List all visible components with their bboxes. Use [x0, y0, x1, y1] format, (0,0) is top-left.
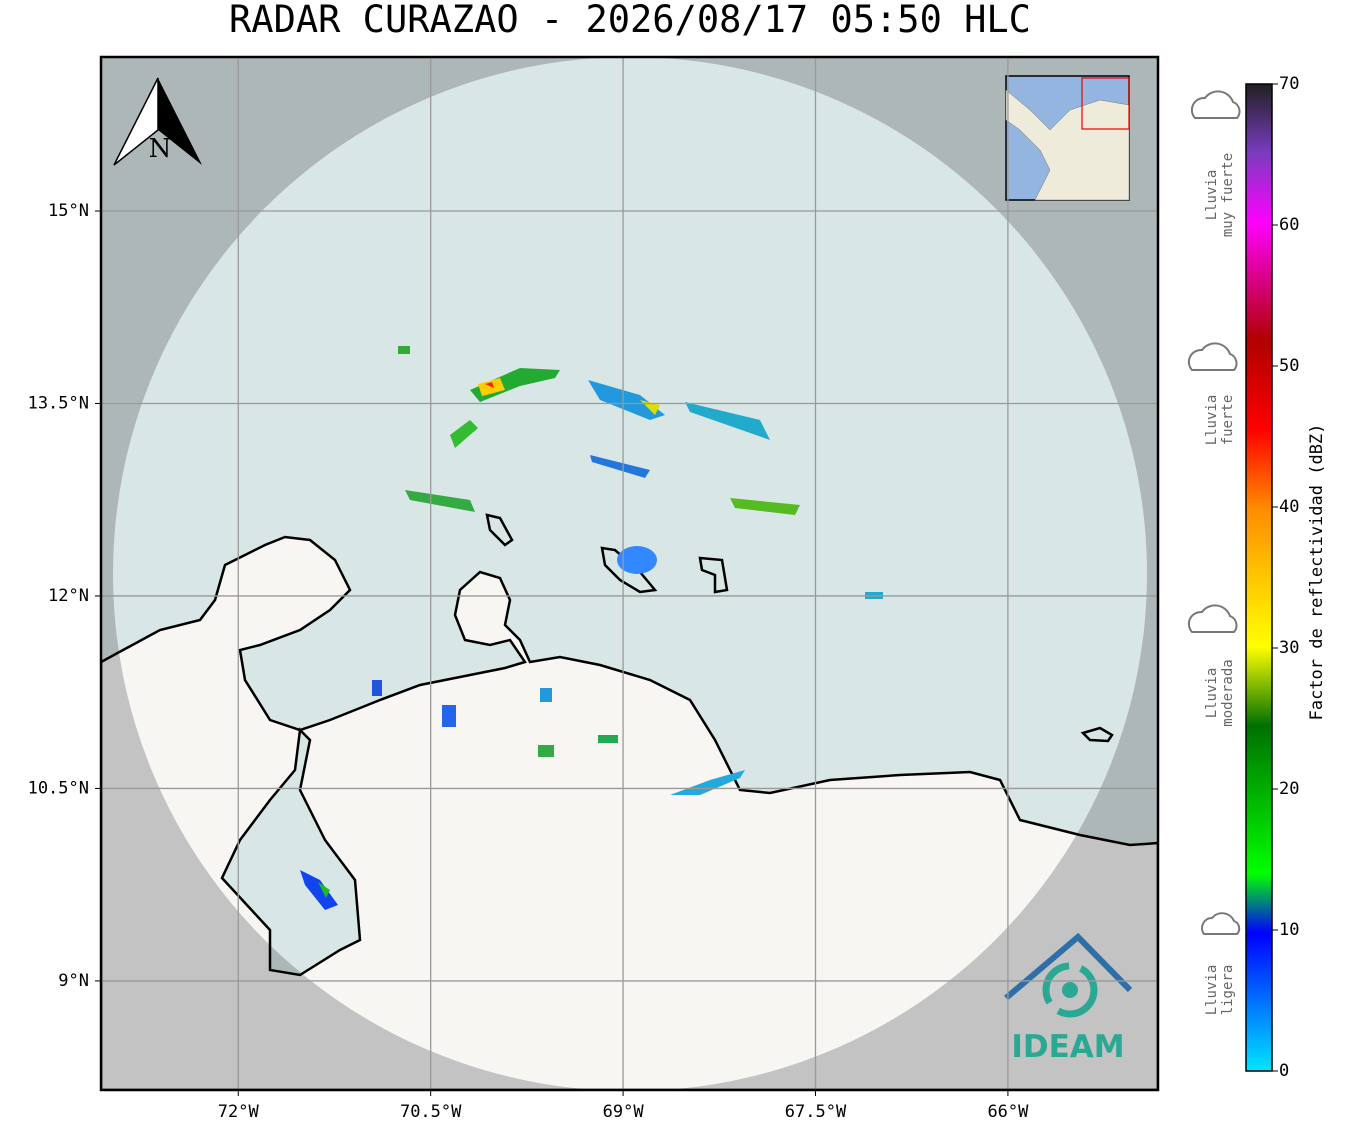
y-tick-label: 13.5°N — [28, 393, 89, 413]
north-arrow: N — [113, 77, 202, 166]
rain-level-label: Lluvia — [1204, 668, 1220, 719]
colorbar — [1245, 83, 1273, 1072]
y-tick-label: 9°N — [58, 971, 89, 991]
rain-level-label: Lluvia — [1204, 965, 1220, 1016]
x-tick-label: 67.5°W — [785, 1102, 847, 1122]
colorbar-label: Factor de reflectividad (dBZ) — [1307, 424, 1327, 721]
map-frame — [99, 55, 1160, 1092]
colorbar-tick-label: 0 — [1279, 1061, 1289, 1081]
north-label: N — [149, 134, 172, 164]
colorbar-tick-label: 40 — [1279, 497, 1299, 517]
logo: IDEAM — [1004, 932, 1133, 1065]
y-tick-label: 12°N — [48, 586, 89, 606]
y-tick-label: 15°N — [48, 201, 89, 221]
rain-icons — [1187, 90, 1241, 935]
grid — [101, 57, 1158, 1090]
rain-level-label: Lluvia — [1204, 395, 1220, 446]
rain-level-label: ligera — [1220, 965, 1236, 1016]
y-tick-label: 10.5°N — [28, 778, 89, 798]
rain-level-label: moderada — [1220, 659, 1236, 726]
logo-text: IDEAM — [1011, 1029, 1124, 1065]
colorbar-tick-label: 60 — [1279, 215, 1299, 235]
x-tick-label: 69°W — [603, 1102, 645, 1122]
rain-level-label: muy fuerte — [1220, 153, 1236, 237]
map: N IDEAM — [101, 57, 1158, 1090]
rain-level-label: Lluvia — [1204, 170, 1220, 221]
title: RADAR CURAZAO - 2026/08/17 05:50 HLC — [229, 0, 1031, 41]
colorbar-tick-label: 50 — [1279, 356, 1299, 376]
colorbar-tick-label: 10 — [1279, 920, 1299, 940]
x-tick-label: 70.5°W — [400, 1102, 462, 1122]
colorbar-tick-label: 20 — [1279, 779, 1299, 799]
rain-level-label: fuerte — [1220, 395, 1236, 446]
colorbar-tick-label: 30 — [1279, 638, 1299, 658]
inset-map — [1005, 75, 1130, 201]
x-tick-label: 66°W — [987, 1102, 1029, 1122]
colorbar-tick-label: 70 — [1279, 74, 1299, 94]
x-tick-label: 72°W — [218, 1102, 260, 1122]
